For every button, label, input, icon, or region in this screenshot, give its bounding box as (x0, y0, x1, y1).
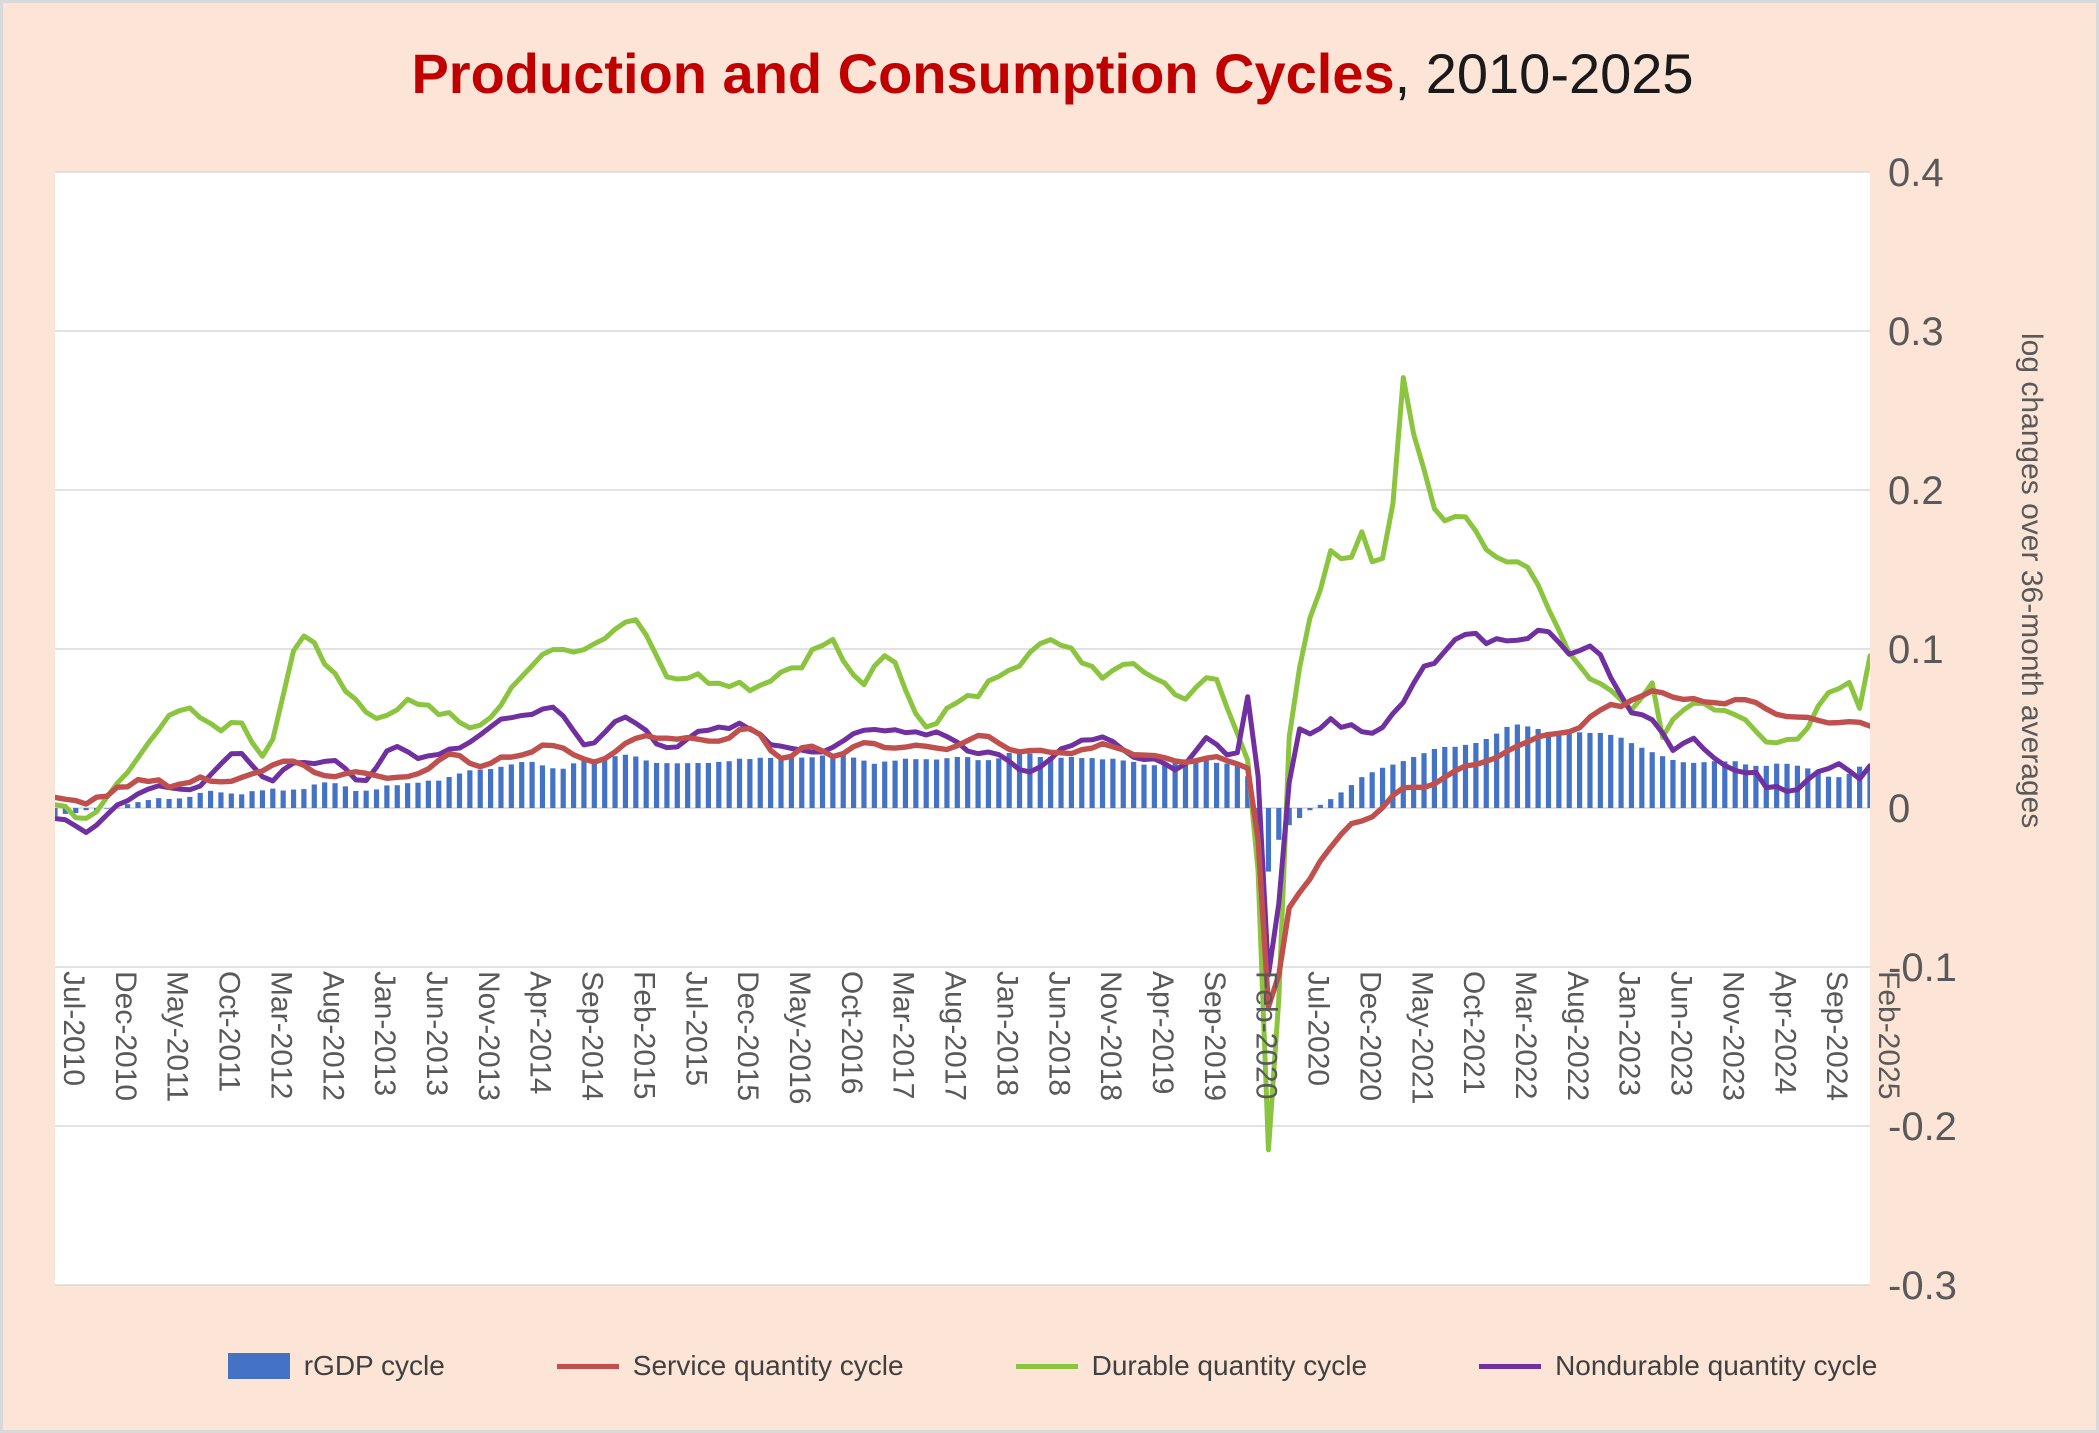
svg-text:Jul-2010: Jul-2010 (57, 971, 90, 1086)
svg-text:May-2021: May-2021 (1405, 971, 1438, 1104)
svg-text:Sep-2019: Sep-2019 (1198, 971, 1231, 1101)
svg-text:Sep-2024: Sep-2024 (1820, 971, 1853, 1101)
svg-text:0.4: 0.4 (1888, 151, 1944, 195)
svg-text:-0.2: -0.2 (1888, 1105, 1957, 1149)
svg-text:Feb-2025: Feb-2025 (1872, 971, 1905, 1099)
svg-text:Jan-2013: Jan-2013 (368, 971, 401, 1096)
svg-text:Oct-2016: Oct-2016 (835, 971, 868, 1094)
svg-text:0: 0 (1888, 787, 1910, 831)
svg-text:Mar-2012: Mar-2012 (264, 971, 297, 1099)
svg-text:Nov-2013: Nov-2013 (472, 971, 505, 1101)
svg-text:0.3: 0.3 (1888, 310, 1944, 354)
svg-text:May-2011: May-2011 (161, 971, 194, 1102)
svg-text:0.2: 0.2 (1888, 469, 1944, 513)
svg-text:Jun-2018: Jun-2018 (1042, 971, 1075, 1096)
svg-text:Oct-2021: Oct-2021 (1457, 971, 1490, 1094)
svg-text:Nov-2018: Nov-2018 (1094, 971, 1127, 1101)
svg-text:Jan-2023: Jan-2023 (1613, 971, 1646, 1096)
svg-text:Mar-2017: Mar-2017 (887, 971, 920, 1099)
svg-text:Jul-2020: Jul-2020 (1302, 971, 1335, 1086)
svg-text:Mar-2022: Mar-2022 (1509, 971, 1542, 1099)
svg-text:0.1: 0.1 (1888, 628, 1944, 672)
svg-text:Aug-2022: Aug-2022 (1561, 971, 1594, 1101)
svg-text:Dec-2015: Dec-2015 (731, 971, 764, 1101)
svg-text:Feb-2020: Feb-2020 (1250, 971, 1283, 1099)
svg-text:-0.1: -0.1 (1888, 946, 1957, 990)
svg-text:Jul-2015: Jul-2015 (679, 971, 712, 1086)
svg-text:Jun-2023: Jun-2023 (1665, 971, 1698, 1096)
svg-text:Aug-2012: Aug-2012 (316, 971, 349, 1101)
svg-text:Jan-2018: Jan-2018 (990, 971, 1023, 1096)
svg-text:-0.3: -0.3 (1888, 1264, 1957, 1308)
svg-text:Apr-2024: Apr-2024 (1768, 971, 1801, 1094)
svg-text:Jun-2013: Jun-2013 (420, 971, 453, 1096)
svg-text:Nov-2023: Nov-2023 (1716, 971, 1749, 1101)
svg-text:Dec-2020: Dec-2020 (1353, 971, 1386, 1101)
svg-text:Aug-2017: Aug-2017 (939, 971, 972, 1101)
svg-text:Sep-2014: Sep-2014 (576, 971, 609, 1101)
svg-text:Apr-2019: Apr-2019 (1146, 971, 1179, 1094)
svg-text:Dec-2010: Dec-2010 (109, 971, 142, 1101)
svg-text:Oct-2011: Oct-2011 (213, 971, 246, 1092)
svg-text:Apr-2014: Apr-2014 (524, 971, 557, 1094)
svg-text:Feb-2015: Feb-2015 (627, 971, 660, 1099)
svg-text:May-2016: May-2016 (783, 971, 816, 1104)
